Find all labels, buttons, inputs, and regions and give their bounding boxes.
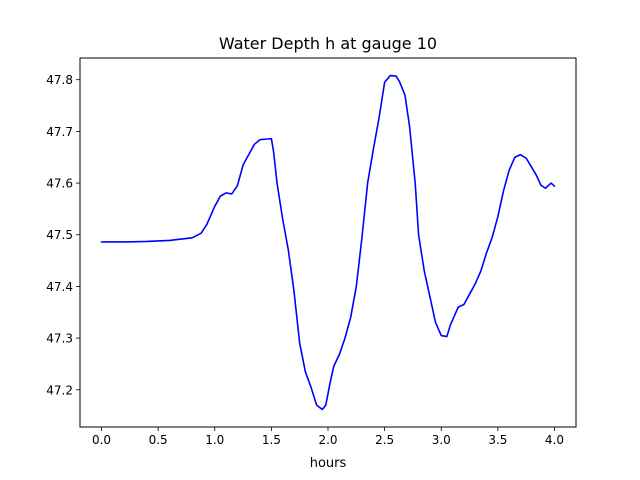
- x-tick-label: 2.0: [318, 433, 337, 447]
- x-tick-label: 3.0: [432, 433, 451, 447]
- y-axis: 47.2 47.3 47.4 47.5 47.6 47.7 47.8: [46, 73, 80, 397]
- chart-title: Water Depth h at gauge 10: [219, 34, 437, 53]
- x-tick-label: 0.0: [92, 433, 111, 447]
- x-tick-label: 2.5: [375, 433, 394, 447]
- series-line-0: [100, 74, 556, 411]
- x-axis-label: hours: [310, 456, 347, 471]
- y-tick-label: 47.6: [46, 177, 73, 191]
- y-tick-label: 47.2: [46, 383, 73, 397]
- y-tick-label: 47.3: [46, 332, 73, 346]
- x-tick-label: 1.0: [205, 433, 224, 447]
- x-tick-label: 0.5: [149, 433, 168, 447]
- y-tick-label: 47.8: [46, 73, 73, 87]
- x-axis: 0.0 0.5 1.0 1.5 2.0 2.5 3.0 3.5 4.0: [92, 427, 564, 447]
- y-tick-label: 47.4: [46, 280, 73, 294]
- plot-area: [100, 74, 556, 411]
- y-tick-label: 47.5: [46, 228, 73, 242]
- x-tick-label: 1.5: [262, 433, 281, 447]
- y-tick-label: 47.7: [46, 125, 73, 139]
- x-tick-label: 4.0: [545, 433, 564, 447]
- x-tick-label: 3.5: [488, 433, 507, 447]
